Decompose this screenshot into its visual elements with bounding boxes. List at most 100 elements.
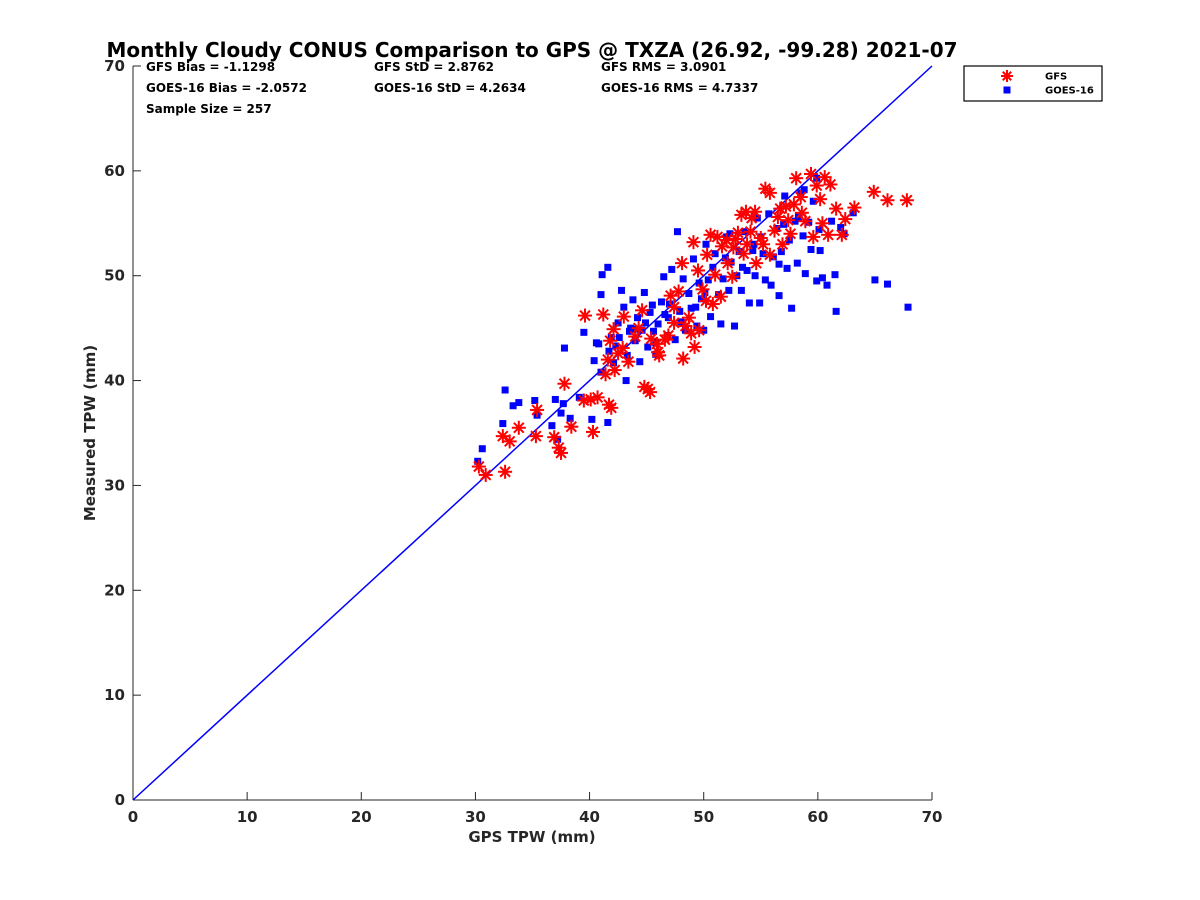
gfs-point [564,419,579,434]
gfs-point [687,340,702,355]
gfs-point [813,192,828,207]
gfs-point [762,247,777,262]
goes-16-point [627,324,635,332]
gfs-point [681,310,696,325]
gfs-point [793,190,808,205]
goes-16-point [799,232,807,240]
goes-16-point [664,314,672,322]
goes-16-point [745,299,753,307]
goes-16-point [612,342,620,350]
goes-16-point [743,266,751,274]
goes-16-point [765,210,773,218]
goes-16-point [727,258,735,266]
goes-16-point [711,250,719,258]
gfs-point [829,201,844,216]
gfs-rms-stat: GFS RMS = 3.0901 [601,60,726,74]
goes-bias-stat: GOES-16 Bias = -2.0572 [146,81,307,95]
goes-16-point [604,263,612,271]
goes-std-stat: GOES-16 StD = 4.2634 [374,81,526,95]
goes-16-point [515,399,523,407]
gfs-point [708,267,723,282]
goes-16-point [649,327,657,335]
goes-16-point [660,273,668,281]
series-gfs [471,167,914,482]
goes-16-point [692,303,700,311]
goes-16-point [474,457,482,465]
gfs-point [667,300,682,315]
gfs-point [815,216,830,231]
goes-16-point [614,319,622,327]
goes-16-point [721,254,729,262]
goes-16-point [818,274,826,282]
goes-16-point [823,281,831,289]
y-axis-label: Measured TPW (mm) [81,345,99,521]
goes-16-point [837,223,845,231]
goes-16-point [749,247,757,255]
gfs-point [644,331,659,346]
gfs-point [635,303,650,318]
goes-16-point [761,276,769,284]
goes-16-point [615,334,623,342]
goes-16-point [815,226,823,234]
goes-16-point [648,301,656,309]
gfs-point [651,345,666,360]
goes-16-point [689,255,697,263]
gfs-point [547,430,562,445]
legend-label: GOES-16 [1045,86,1094,97]
goes-16-point [598,271,606,279]
goes-16-point [588,415,596,423]
y-tick-label: 0 [115,791,125,809]
x-tick-label: 0 [128,808,138,826]
goes-16-point [575,393,583,401]
goes-16-point [590,357,598,365]
gfs-point [640,381,655,396]
gfs-point [596,307,611,322]
goes-16-point [793,259,801,267]
goes-16-point [809,197,817,205]
goes-16-point [775,260,783,268]
gfs-point [585,424,600,439]
goes-16-point [501,386,509,394]
goes-16-point [629,296,637,304]
goes-16-point [731,322,739,330]
goes-16-point [499,420,507,428]
goes-16-point [557,409,565,417]
gfs-point [705,297,720,312]
gfs-point [661,328,676,343]
goes-16-point [717,320,725,328]
gfs-point [762,185,777,200]
gfs-point [676,351,691,366]
legend: GFS GOES-16 [963,65,1103,102]
gfs-point [866,184,881,199]
goes-16-point [607,334,615,342]
gfs-point [726,240,741,255]
x-axis-label: GPS TPW (mm) [468,828,595,846]
goes-16-point [605,347,613,355]
gfs-point [695,282,710,297]
gfs-point [834,227,849,242]
gfs-point [767,223,782,238]
y-tick-label: 70 [104,57,125,75]
x-tick-label: 30 [465,808,486,826]
goes-16-point [756,299,764,307]
goes-16-point [733,272,741,280]
plot-area: 0 10 20 30 40 50 60 70 0 10 20 30 40 50 60 70 [104,57,942,826]
gfs-point [621,354,636,369]
goes-16-point [883,280,891,288]
goes-16-point [566,414,574,422]
gfs-point [773,201,788,216]
goes-16-point [759,250,767,258]
goes-16-point [813,174,821,182]
legend-gfs-marker [1001,70,1013,82]
goes-16-point [801,270,809,278]
goes-16-point [777,248,785,256]
gfs-point [530,402,545,417]
gfs-point [667,315,682,330]
goes-16-point [816,247,824,255]
goes-16-point [695,279,703,287]
statistics-box: GFS Bias = -1.1298 GFS StD = 2.8762 GFS … [146,60,758,116]
gfs-point [720,256,735,271]
goes-16-point [551,395,559,403]
gfs-point [821,227,836,242]
